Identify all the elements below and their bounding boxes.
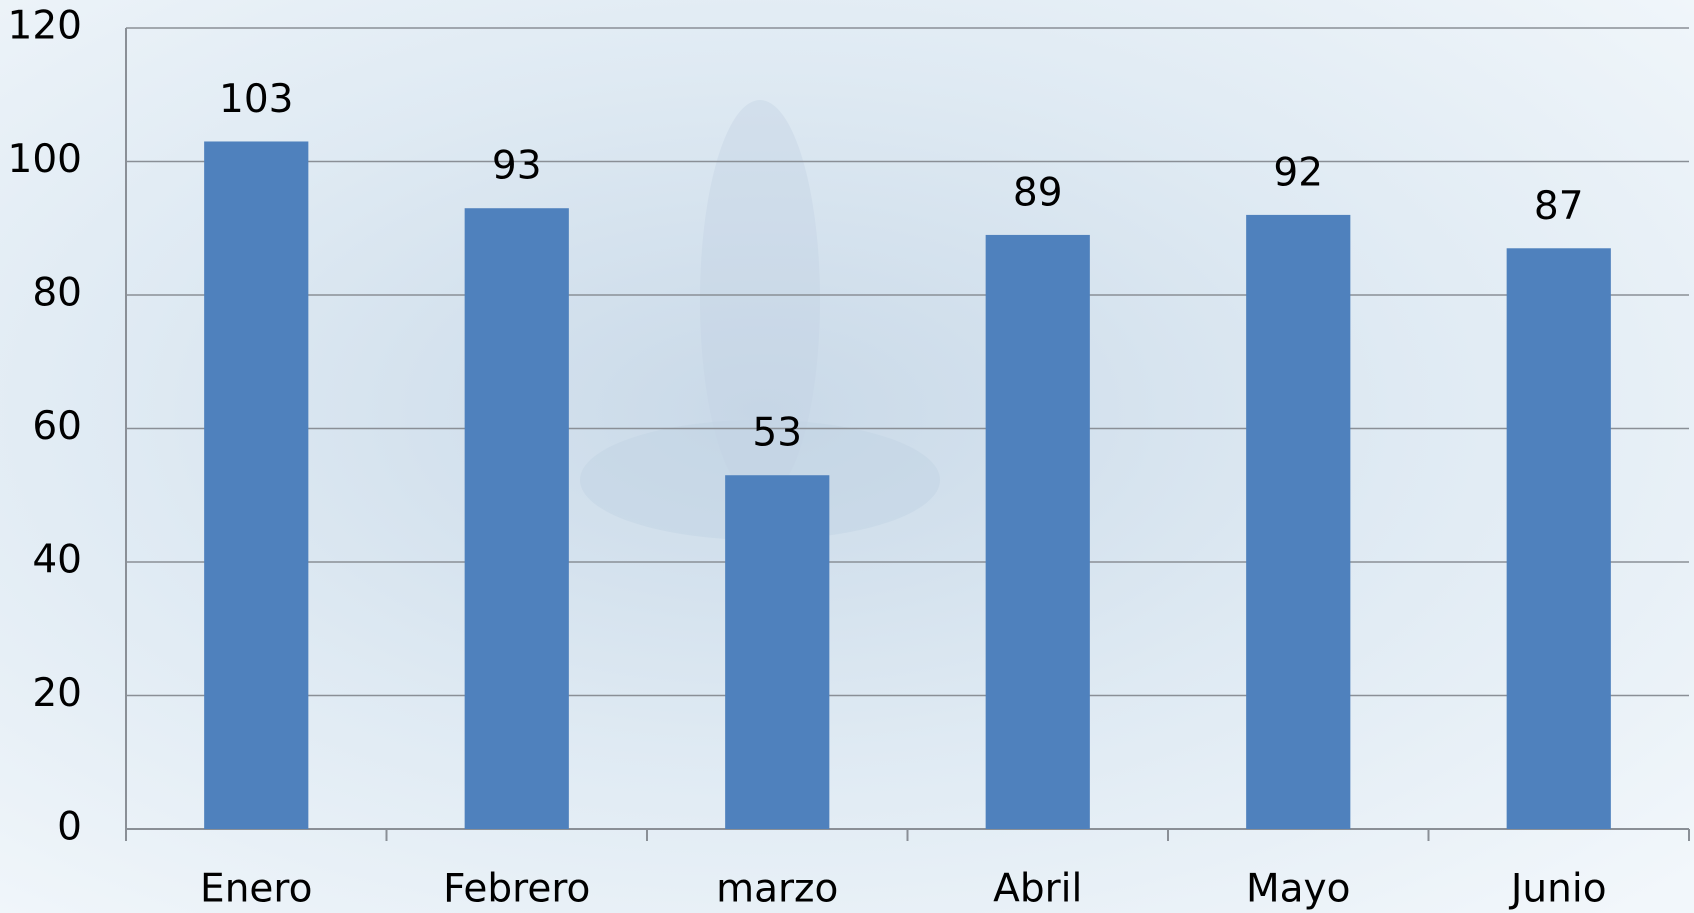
y-tick-label: 80 <box>32 271 82 316</box>
y-tick-label: 60 <box>32 404 82 449</box>
data-label: 92 <box>1273 150 1323 195</box>
bar <box>465 208 569 829</box>
x-tick-label: Febrero <box>443 867 590 912</box>
y-tick-label: 120 <box>8 4 82 49</box>
data-label: 93 <box>492 144 542 189</box>
x-tick-label: Enero <box>200 867 312 912</box>
x-tick-label: Junio <box>1508 867 1607 912</box>
data-label: 87 <box>1534 184 1584 229</box>
bar <box>986 235 1090 829</box>
bar <box>204 141 308 829</box>
data-label: 89 <box>1013 170 1063 215</box>
bar <box>1246 215 1350 829</box>
y-tick-label: 0 <box>57 805 82 850</box>
bar <box>1507 248 1611 829</box>
y-tick-label: 40 <box>32 538 82 583</box>
y-tick-label: 100 <box>8 137 82 182</box>
chart: 0 20 40 60 80 100 120 Enero 103 Febrero 93 marzo 53 A… <box>0 0 1694 913</box>
x-tick-label: Mayo <box>1246 867 1351 912</box>
data-label: 53 <box>752 411 802 456</box>
x-tick-label: marzo <box>716 867 838 912</box>
bar <box>725 475 829 829</box>
data-label: 103 <box>219 77 293 122</box>
x-tick-label: Abril <box>993 867 1082 912</box>
y-tick-label: 20 <box>32 671 82 716</box>
page: 0 20 40 60 80 100 120 Enero 103 Febrero 93 marzo 53 A… <box>0 0 1694 913</box>
